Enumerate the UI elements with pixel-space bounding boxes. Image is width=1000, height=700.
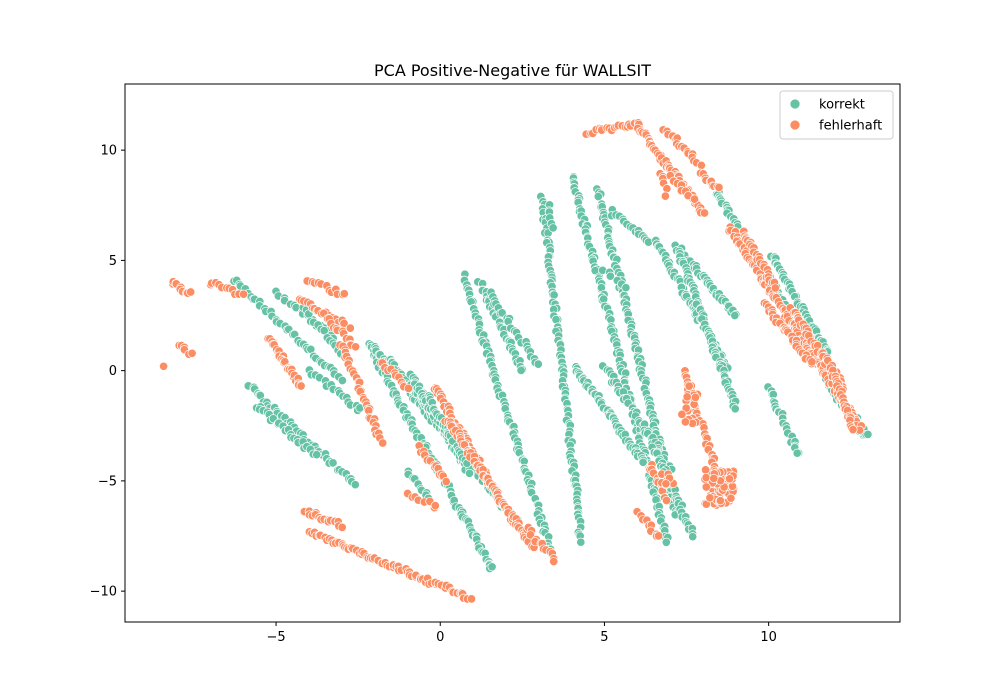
point-korrekt-1271 bbox=[730, 404, 740, 414]
point-fehlerhaft-912 bbox=[709, 473, 719, 483]
legend-marker-fehlerhaft bbox=[789, 119, 801, 131]
point-fehlerhaft-104 bbox=[351, 342, 361, 352]
point-fehlerhaft-717 bbox=[770, 283, 780, 293]
point-korrekt-1106 bbox=[621, 283, 631, 293]
point-fehlerhaft-415 bbox=[525, 530, 536, 540]
x-axis: −5 0 5 10 bbox=[266, 622, 777, 645]
point-korrekt-253 bbox=[487, 562, 497, 572]
point-korrekt-869 bbox=[661, 537, 671, 547]
point-fehlerhaft-752 bbox=[807, 357, 817, 367]
legend-label-korrekt: korrekt bbox=[819, 98, 865, 113]
point-fehlerhaft-524 bbox=[660, 191, 670, 201]
point-korrekt-448 bbox=[464, 468, 475, 478]
point-fehlerhaft-931 bbox=[680, 417, 690, 427]
points-layer bbox=[159, 118, 873, 604]
point-korrekt-1206 bbox=[730, 310, 740, 321]
legend: korrekt fehlerhaft bbox=[779, 90, 894, 140]
point-korrekt-1103 bbox=[605, 271, 615, 281]
point-fehlerhaft-411 bbox=[466, 594, 477, 604]
point-fehlerhaft-425 bbox=[549, 556, 559, 567]
point-fehlerhaft-914 bbox=[715, 496, 725, 506]
point-fehlerhaft-572 bbox=[714, 182, 724, 193]
point-korrekt-638 bbox=[533, 359, 543, 369]
point-fehlerhaft-30 bbox=[239, 289, 249, 299]
point-fehlerhaft-913 bbox=[705, 493, 715, 503]
point-korrekt-116 bbox=[350, 480, 360, 490]
point-fehlerhaft-904 bbox=[701, 473, 711, 483]
x-tick-label: 0 bbox=[436, 630, 444, 645]
point-korrekt-107 bbox=[328, 458, 338, 468]
chart-title: PCA Positive-Negative für WALLSIT bbox=[374, 61, 651, 80]
point-fehlerhaft-336 bbox=[337, 522, 347, 532]
point-fehlerhaft-834 bbox=[661, 495, 672, 506]
point-fehlerhaft-928 bbox=[690, 392, 700, 402]
legend-frame bbox=[779, 90, 894, 140]
legend-label-fehlerhaft: fehlerhaft bbox=[819, 119, 882, 134]
point-fehlerhaft-934 bbox=[677, 409, 687, 419]
point-fehlerhaft-16 bbox=[159, 361, 169, 371]
point-fehlerhaft-532 bbox=[689, 194, 700, 204]
point-fehlerhaft-90 bbox=[339, 289, 349, 299]
point-korrekt-675 bbox=[551, 315, 561, 325]
point-fehlerhaft-9 bbox=[186, 287, 196, 297]
point-fehlerhaft-310 bbox=[441, 477, 451, 487]
point-korrekt-873 bbox=[593, 191, 603, 202]
series-fehlerhaft bbox=[159, 118, 866, 604]
point-korrekt-995 bbox=[643, 237, 654, 247]
point-fehlerhaft-930 bbox=[681, 403, 691, 413]
y-axis: −10 −5 0 5 10 bbox=[90, 144, 125, 600]
y-tick-label: 5 bbox=[109, 254, 117, 269]
point-korrekt-39 bbox=[337, 375, 347, 386]
y-tick-label: −5 bbox=[98, 474, 117, 489]
point-fehlerhaft-58 bbox=[296, 381, 306, 391]
x-tick-label: −5 bbox=[266, 630, 285, 645]
point-fehlerhaft-932 bbox=[682, 392, 692, 402]
point-fehlerhaft-500 bbox=[699, 208, 710, 218]
point-fehlerhaft-844 bbox=[654, 531, 664, 541]
series-korrekt bbox=[229, 172, 873, 574]
point-korrekt-1516 bbox=[792, 448, 802, 458]
y-tick-label: 0 bbox=[109, 364, 117, 379]
point-fehlerhaft-78 bbox=[345, 323, 355, 333]
point-korrekt-140 bbox=[312, 450, 322, 460]
point-korrekt-738 bbox=[576, 537, 586, 547]
point-korrekt-1055 bbox=[638, 457, 648, 467]
point-fehlerhaft-151 bbox=[403, 383, 414, 393]
point-fehlerhaft-139 bbox=[378, 438, 388, 448]
y-tick-label: 10 bbox=[100, 144, 117, 159]
point-fehlerhaft-822 bbox=[848, 425, 858, 435]
plot-frame bbox=[124, 83, 901, 623]
point-korrekt-613 bbox=[516, 365, 526, 375]
point-fehlerhaft-933 bbox=[684, 381, 694, 391]
point-fehlerhaft-890 bbox=[726, 493, 736, 503]
point-fehlerhaft-908 bbox=[701, 482, 711, 492]
point-korrekt-1546 bbox=[863, 429, 873, 439]
point-fehlerhaft-15 bbox=[187, 348, 197, 358]
point-fehlerhaft-518 bbox=[696, 160, 706, 170]
legend-marker-korrekt bbox=[789, 98, 801, 110]
point-fehlerhaft-318 bbox=[430, 501, 440, 511]
x-tick-label: 5 bbox=[600, 630, 608, 645]
point-korrekt-1306 bbox=[688, 532, 698, 542]
point-fehlerhaft-944 bbox=[661, 479, 671, 489]
point-fehlerhaft-523 bbox=[662, 184, 672, 194]
x-tick-label: 10 bbox=[760, 630, 777, 645]
point-fehlerhaft-900 bbox=[701, 465, 711, 475]
point-korrekt-668 bbox=[549, 290, 559, 300]
point-fehlerhaft-907 bbox=[724, 474, 735, 484]
y-tick-label: −10 bbox=[90, 585, 117, 600]
point-korrekt-744 bbox=[548, 223, 558, 233]
